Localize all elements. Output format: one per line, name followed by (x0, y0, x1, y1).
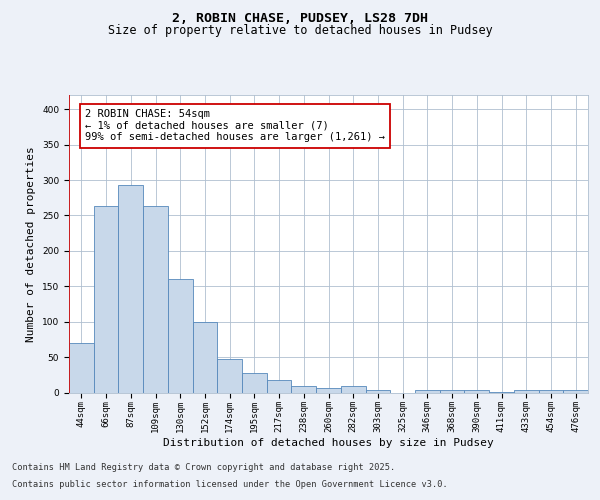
Bar (69, 343, 94, 392)
Bar (217, 359, 242, 392)
Bar (316, 388, 341, 392)
Bar (440, 390, 464, 392)
Bar (539, 390, 563, 392)
Bar (118, 185, 143, 392)
Text: Contains public sector information licensed under the Open Government Licence v3: Contains public sector information licen… (12, 480, 448, 489)
X-axis label: Distribution of detached houses by size in Pudsey: Distribution of detached houses by size … (163, 438, 494, 448)
Bar (563, 390, 588, 392)
Bar (415, 390, 440, 392)
Text: 2 ROBIN CHASE: 54sqm
← 1% of detached houses are smaller (7)
99% of semi-detache: 2 ROBIN CHASE: 54sqm ← 1% of detached ho… (85, 109, 385, 142)
Bar (168, 279, 193, 392)
Text: Size of property relative to detached houses in Pudsey: Size of property relative to detached ho… (107, 24, 493, 37)
Bar (464, 390, 489, 392)
Bar (193, 322, 217, 392)
Bar (94, 206, 118, 392)
Bar (365, 390, 390, 392)
Bar (341, 386, 365, 392)
Text: 2, ROBIN CHASE, PUDSEY, LS28 7DH: 2, ROBIN CHASE, PUDSEY, LS28 7DH (172, 12, 428, 26)
Bar (242, 374, 267, 392)
Bar (292, 386, 316, 392)
Text: Contains HM Land Registry data © Crown copyright and database right 2025.: Contains HM Land Registry data © Crown c… (12, 464, 395, 472)
Bar (143, 206, 168, 392)
Bar (267, 380, 292, 392)
Bar (514, 390, 539, 392)
Y-axis label: Number of detached properties: Number of detached properties (26, 146, 37, 342)
